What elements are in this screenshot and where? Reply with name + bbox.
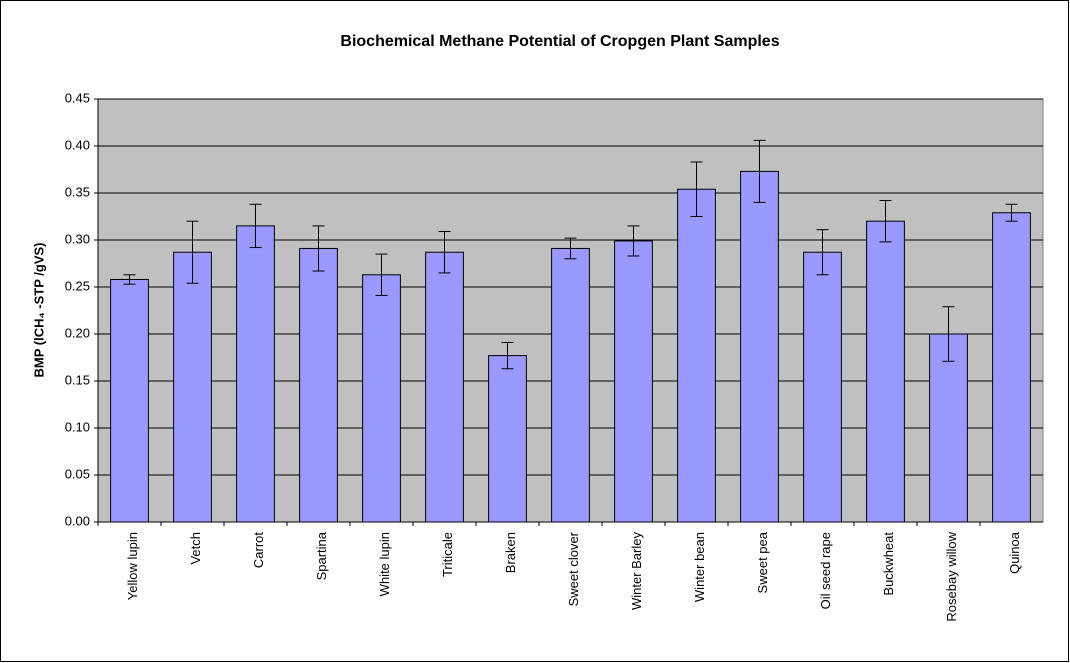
x-tick-label: White lupin	[377, 532, 392, 596]
bar	[236, 225, 275, 523]
x-tick-label: Buckwheat	[881, 532, 896, 596]
y-tick-label: 0.00	[65, 513, 90, 528]
bar	[425, 251, 464, 523]
bar	[929, 333, 968, 523]
y-tick-label: 0.40	[65, 137, 90, 152]
y-tick-label: 0.45	[65, 90, 90, 105]
bar	[110, 278, 149, 523]
bar	[614, 240, 653, 523]
y-tick-label: 0.35	[65, 184, 90, 199]
x-tick-label: Winter Barley	[629, 532, 644, 611]
y-tick-label: 0.20	[65, 325, 90, 340]
bar	[803, 251, 842, 523]
y-tick-label: 0.30	[65, 231, 90, 246]
bar	[551, 247, 590, 523]
x-tick-label: Rosebay willow	[944, 531, 959, 621]
x-tick-label: Vetch	[188, 532, 203, 565]
bar	[173, 251, 212, 523]
x-tick-label: Winter bean	[692, 532, 707, 602]
bar	[299, 247, 338, 523]
bar	[740, 170, 779, 523]
x-tick-label: Carrot	[251, 532, 266, 569]
x-tick-label: Sweet pea	[755, 531, 770, 593]
y-tick-label: 0.25	[65, 278, 90, 293]
bar	[992, 212, 1031, 523]
x-tick-label: Braken	[503, 532, 518, 573]
x-tick-label: Oil seed rape	[818, 532, 833, 609]
y-axis-label: BMP (lCH₄ -STP /gVS)	[31, 242, 46, 377]
bar	[866, 220, 905, 523]
x-tick-label: Sweet clover	[566, 531, 581, 606]
y-tick-label: 0.15	[65, 372, 90, 387]
x-tick-label: Yellow lupin	[125, 532, 140, 600]
y-tick-label: 0.10	[65, 419, 90, 434]
x-tick-label: Triticale	[440, 532, 455, 577]
y-tick-label: 0.05	[65, 466, 90, 481]
chart-title: Biochemical Methane Potential of Cropgen…	[340, 33, 779, 50]
x-tick-label: Spartina	[314, 531, 329, 580]
bar	[362, 274, 401, 523]
x-tick-label: Quinoa	[1007, 531, 1022, 574]
bar	[677, 188, 716, 523]
bar	[488, 355, 527, 523]
